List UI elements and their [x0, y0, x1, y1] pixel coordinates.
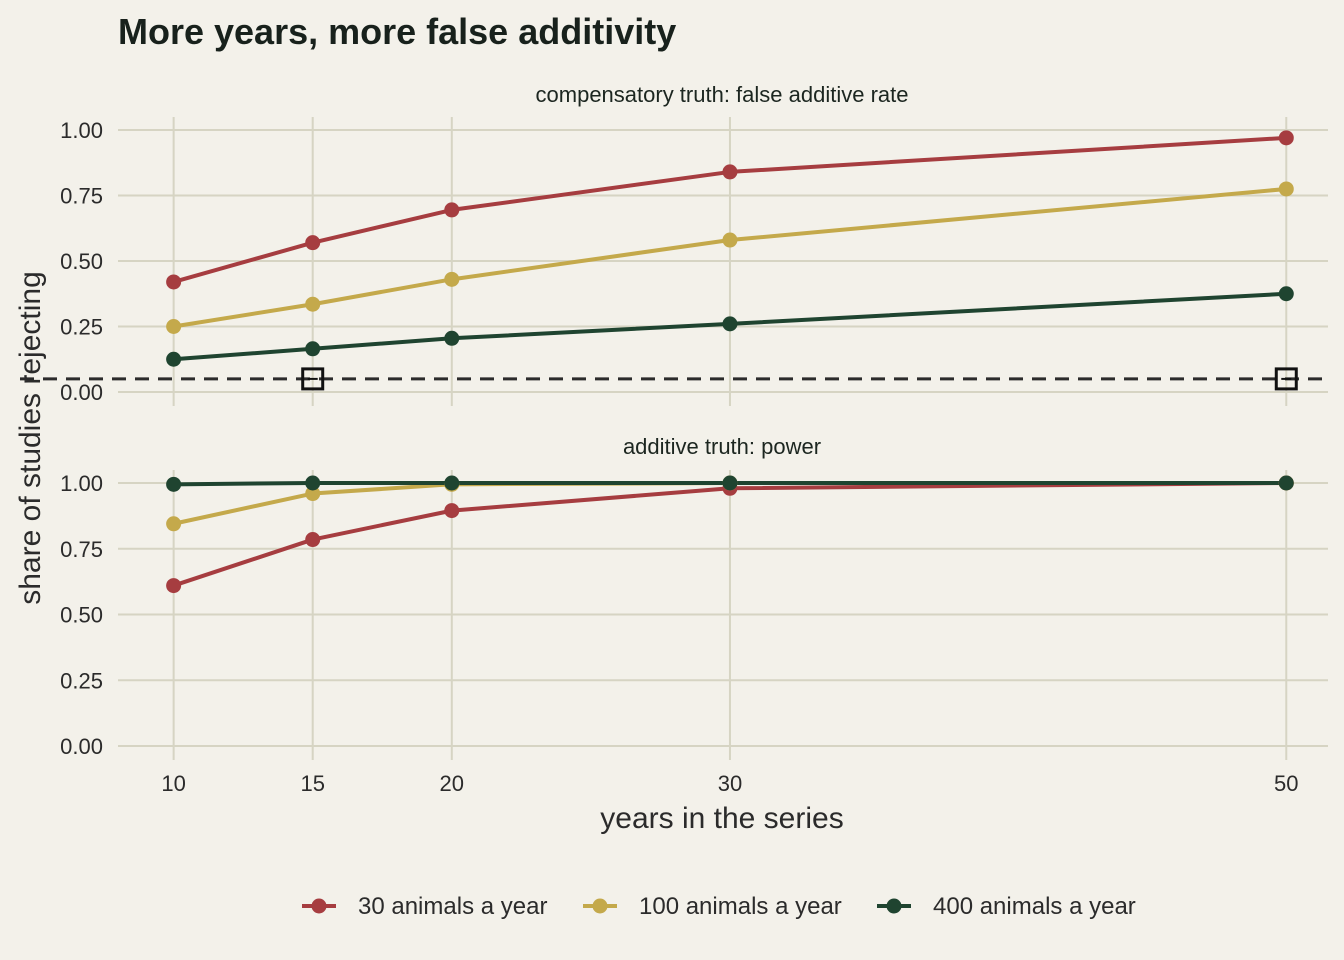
x-tick-label: 10 — [161, 771, 185, 796]
legend-item: 400 animals a year — [877, 893, 1136, 920]
legend-label: 100 animals a year — [639, 893, 842, 920]
data-point — [166, 578, 182, 594]
y-axis-title: share of studies rejecting — [14, 271, 47, 605]
data-point — [722, 164, 738, 180]
legend: 30 animals a year 100 animals a year 400 a… — [302, 893, 1136, 920]
y-tick-label: 0.25 — [60, 668, 103, 693]
x-tick-label: 15 — [300, 771, 324, 796]
data-point — [722, 316, 738, 332]
gridlines — [118, 470, 1328, 760]
y-tick-label: 0.50 — [60, 603, 103, 628]
data-point — [1278, 286, 1294, 302]
data-point — [722, 232, 738, 248]
y-tick-label: 0.75 — [60, 537, 103, 562]
y-tick-label: 1.00 — [60, 118, 103, 143]
y-tick-label: 0.25 — [60, 315, 103, 340]
data-point — [444, 503, 460, 519]
panel-additive-truth: additive truth: power 0.00 0.25 0.50 0.75 1.… — [60, 434, 1328, 760]
data-point — [166, 274, 182, 290]
y-tick-label: 0.00 — [60, 380, 103, 405]
chart-title: More years, more false additivity — [118, 11, 676, 52]
y-tick-label: 0.75 — [60, 184, 103, 209]
legend-swatch-dot — [886, 898, 902, 914]
legend-label: 30 animals a year — [358, 893, 547, 920]
data-point — [1278, 181, 1294, 197]
y-tick-label: 0.00 — [60, 734, 103, 759]
legend-swatch-dot — [311, 898, 327, 914]
data-point — [444, 202, 460, 218]
data-point — [722, 475, 738, 491]
reference-marker — [301, 367, 325, 391]
data-point — [305, 341, 321, 357]
panel-label-additive: additive truth: power — [623, 434, 821, 459]
legend-item: 100 animals a year — [583, 893, 842, 920]
data-point — [444, 330, 460, 346]
data-point — [305, 475, 321, 491]
data-point — [166, 476, 182, 492]
panel-compensatory-truth: compensatory truth: false additive rate … — [20, 82, 1328, 406]
legend-label: 400 animals a year — [933, 893, 1136, 920]
gridlines — [118, 117, 1328, 406]
data-point — [166, 319, 182, 334]
x-axis-ticks: 10 15 20 30 50 — [161, 771, 1298, 796]
y-tick-label: 0.50 — [60, 249, 103, 274]
data-point — [444, 475, 460, 491]
data-point — [166, 351, 182, 367]
legend-swatch-dot — [592, 898, 608, 914]
x-axis-title: years in the series — [600, 802, 843, 835]
data-point — [305, 296, 321, 312]
data-point — [166, 516, 182, 532]
y-tick-label: 1.00 — [60, 471, 103, 496]
data-point — [305, 486, 321, 502]
data-point — [305, 235, 321, 251]
x-tick-label: 20 — [440, 771, 464, 796]
data-point — [444, 271, 460, 287]
legend-item: 30 animals a year — [302, 893, 547, 920]
x-tick-label: 50 — [1274, 771, 1298, 796]
data-point — [1278, 475, 1294, 491]
data-point — [305, 532, 321, 548]
data-point — [1278, 130, 1294, 146]
reference-marker — [1274, 367, 1298, 391]
x-tick-label: 30 — [718, 771, 742, 796]
panel-label-compensatory: compensatory truth: false additive rate — [536, 82, 909, 107]
